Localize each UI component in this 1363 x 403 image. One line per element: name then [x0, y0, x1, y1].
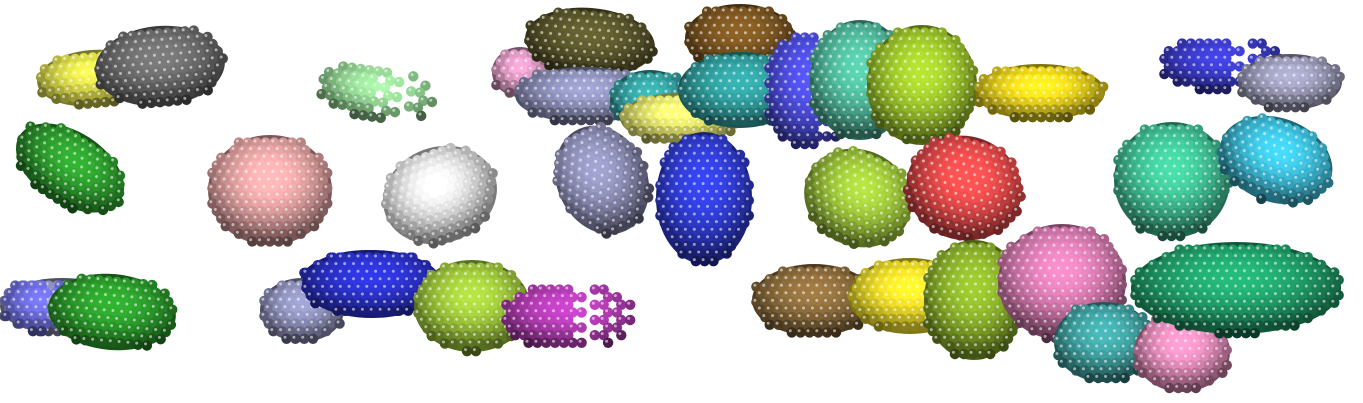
- red-disc-cluster: [902, 132, 1026, 243]
- lime-disc-top-cluster: [866, 25, 979, 145]
- slate-disc-mid-cluster: [514, 67, 658, 126]
- slate-disc-right-cluster: [1237, 54, 1345, 113]
- mint-disc-right-cluster: [1113, 122, 1235, 242]
- pink-disc-small-cluster: [1133, 312, 1232, 394]
- green-disc-bottom-cluster: [47, 273, 178, 351]
- olive-green-disc-cluster: [923, 240, 1027, 360]
- green-disc-right-cluster: [1130, 242, 1344, 339]
- blue-disc-bottom-cluster: [301, 250, 445, 318]
- pink-disc-cluster: [207, 135, 333, 247]
- light-green-ring-cluster: [316, 61, 438, 124]
- olive-disc-cluster: [524, 7, 658, 77]
- yellow-disc-top-cluster: [974, 64, 1109, 123]
- gray-disc-cluster: [94, 25, 228, 109]
- lime-disc-center-cluster: [804, 146, 917, 249]
- slate-disc-center-cluster: [552, 121, 655, 239]
- cyan-disc-cluster: [1216, 113, 1334, 208]
- green-disc-cluster: [15, 121, 126, 216]
- purple-ring-cluster: [501, 284, 636, 348]
- white-disc-cluster: [381, 142, 498, 249]
- brown-disc-bottom-cluster: [751, 264, 877, 338]
- blue-disc-center-cluster: [655, 132, 754, 267]
